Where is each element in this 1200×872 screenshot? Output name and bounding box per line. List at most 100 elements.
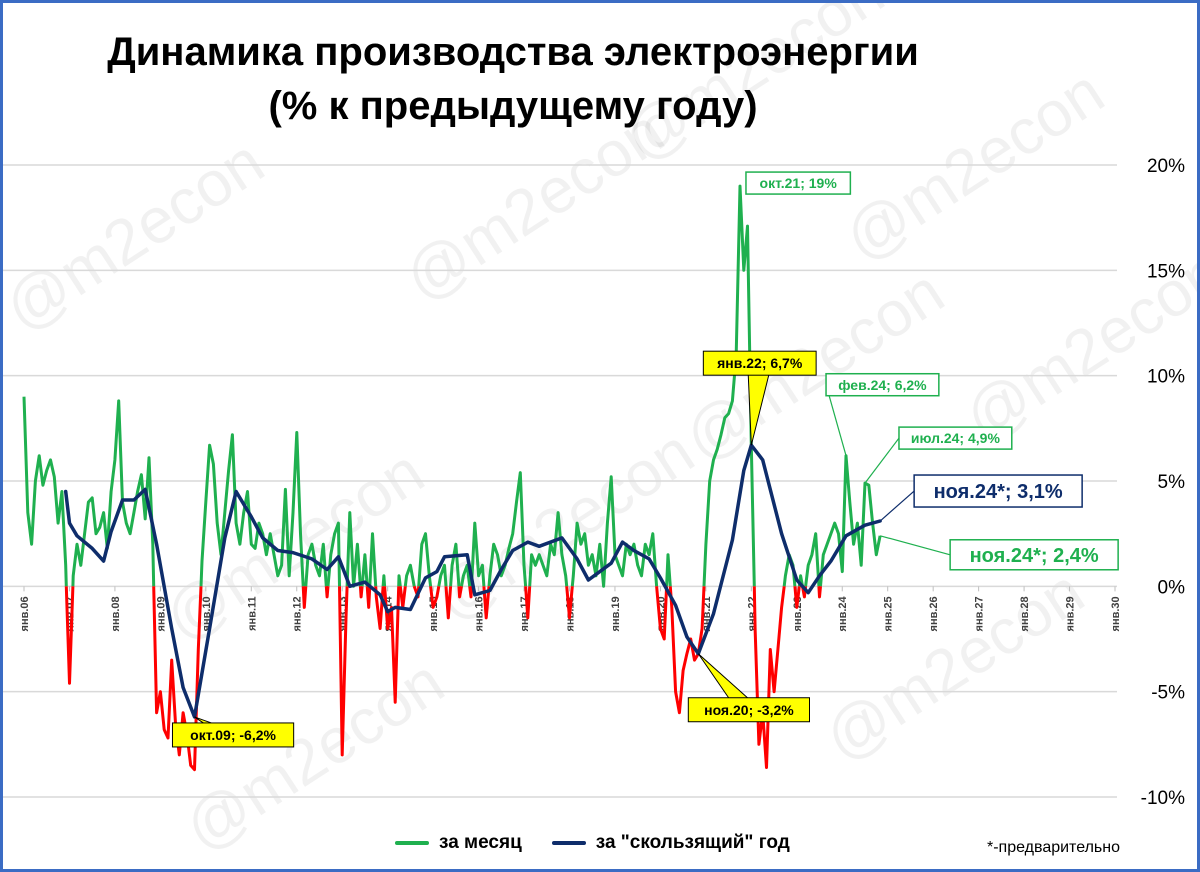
data-callout: янв.22; 6,7% [702,350,817,446]
x-tick-label: янв.15 [428,596,440,631]
series-monthly-negative [668,586,706,715]
callout-box [745,171,852,195]
data-callout: ноя.24*; 3,1% [879,474,1083,522]
x-tick-label: янв.26 [928,596,940,631]
series-monthly-negative [324,586,330,599]
series-monthly-positive [528,511,569,587]
y-tick-label: 20% [1147,156,1185,177]
chart-title: Динамика производства электроэнергии (% … [3,25,1023,133]
callout-label: ноя.24*; 2,4% [970,545,1099,567]
legend-label-rolling: за "скользящий" год [595,832,790,853]
series-monthly-positive [437,563,448,587]
series-monthly-positive [403,563,416,587]
watermark-text: @m2econ [3,125,276,345]
series-monthly-negative [565,586,574,620]
grid-layer [3,164,1117,798]
data-callout: окт.21; 19% [745,171,852,195]
series-layer [22,184,882,772]
callout-box [825,372,940,397]
series-monthly-positive [702,184,756,587]
series-monthly-positive [570,475,659,588]
callout-label: фев.24; 6,2% [838,377,927,393]
callout-label: окт.21; 19% [760,175,838,191]
y-tick-label: -10% [1141,788,1185,809]
x-tick-label: янв.25 [883,596,895,631]
series-monthly-positive [381,574,387,587]
series-monthly-positive [665,553,672,587]
x-tick-label: янв.28 [1019,596,1031,631]
series-monthly-negative [817,586,822,599]
legend: за месяц за "скользящий" год [395,829,790,857]
x-tick-label: янв.09 [155,596,167,631]
callout-label: окт.09; -6,2% [190,727,276,743]
series-monthly-positive [460,563,472,587]
series-monthly-negative [338,586,349,757]
legend-item-rolling: за "скользящий" год [551,832,790,854]
x-tick-label: янв.27 [974,596,986,631]
callout-leader [879,490,915,522]
series-monthly-positive [71,399,156,587]
data-callout: ноя.24*; 2,4% [879,535,1119,571]
series-monthly-negative [365,586,372,609]
chart-title-line-2: (% к предыдущему году) [268,84,758,128]
callout-box [913,474,1083,508]
y-tick-label: 10% [1147,367,1185,388]
series-monthly-negative [358,586,364,599]
series-monthly-negative [524,586,532,620]
series-monthly-negative [468,586,473,599]
watermark-text: @m2econ [811,555,1096,775]
y-tick-label: 5% [1158,472,1186,493]
chart-title-line-1: Динамика производства электроэнергии [107,30,919,74]
callout-box [171,722,295,748]
series-rolling-year [63,443,882,719]
series-monthly-positive [417,532,433,587]
series-monthly-positive [470,521,486,587]
series-monthly-negative [655,586,669,641]
data-callout: окт.09; -6,2% [171,716,295,748]
y-tick-label: -5% [1151,683,1185,704]
callout-box [898,426,1013,450]
chart-canvas: @m2econ@m2econ@m2econ@m2econ@m2econ@m2ec… [3,3,1197,865]
footnote: *-предварительно [987,839,1120,856]
callout-leader [879,535,951,556]
legend-swatch-rolling [551,841,586,845]
y-tick-label: 15% [1147,261,1185,282]
callout-box [949,539,1119,571]
x-tick-label: янв.29 [1065,596,1077,631]
series-monthly-positive [22,396,68,587]
series-monthly-positive [397,574,402,587]
data-callout: ноя.20; -3,2% [687,653,810,723]
series-monthly-positive [804,532,821,587]
series-monthly-negative [383,586,401,704]
series-monthly-negative [444,586,453,620]
series-monthly-positive [819,454,882,587]
series-monthly-negative [752,586,786,769]
x-tick-label: янв.19 [610,596,622,631]
callout-label: янв.22; 6,7% [717,355,803,371]
legend-item-monthly: за месяц [395,832,522,854]
legend-swatch-monthly [395,841,429,845]
x-tick-label: янв.30 [1110,596,1122,631]
series-monthly-negative [429,586,441,609]
x-tick-label: янв.12 [292,596,304,631]
callout-box [687,697,810,723]
series-monthly-positive [368,532,378,587]
series-monthly-negative [793,586,801,609]
series-monthly-negative [64,586,75,685]
series-monthly-negative [457,586,463,599]
series-monthly-negative [301,586,308,609]
callout-label: ноя.20; -3,2% [704,702,794,718]
y-tick-label: 0% [1158,577,1186,598]
series-monthly-negative [482,586,491,620]
annotation-layer: окт.21; 19% янв.22; 6,7% фев.24; 6,2% июл.2… [171,171,1119,748]
x-tick-label: янв.16 [474,596,486,631]
callout-label: ноя.24*; 3,1% [934,481,1063,503]
callout-leader [825,384,847,456]
legend-label-monthly: за месяц [439,832,522,853]
x-tick-label: янв.11 [246,596,258,631]
series-monthly-positive [360,553,369,587]
series-monthly-positive [304,542,328,587]
x-tick-label: янв.23 [792,596,804,631]
data-callout: июл.24; 4,9% [864,426,1013,484]
